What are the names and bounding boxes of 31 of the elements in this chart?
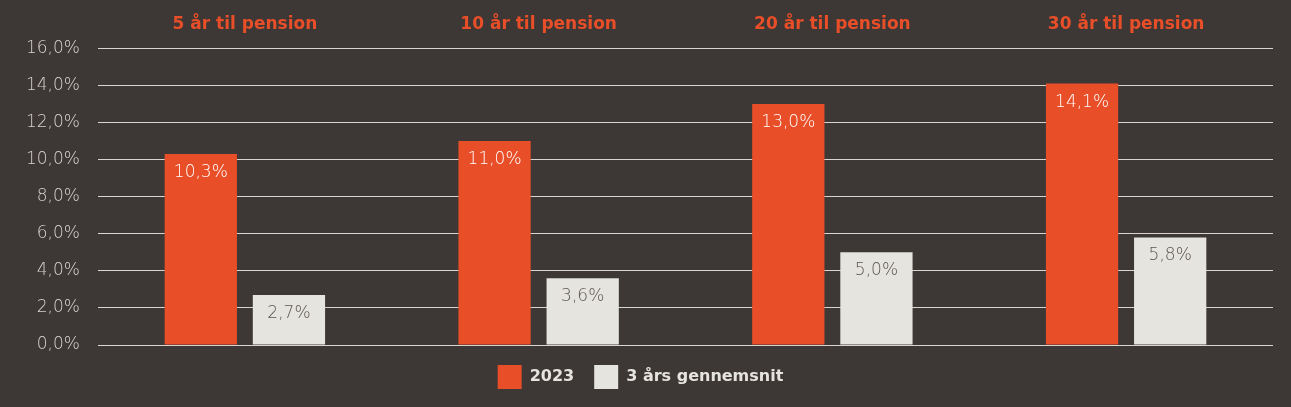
bar xyxy=(1134,237,1207,345)
x-tick-label: 10 år til pension xyxy=(460,11,617,33)
bar xyxy=(1045,83,1119,345)
data-label: 3,6% xyxy=(561,285,605,306)
y-tick-label: 8,0% xyxy=(36,185,80,206)
data-label: 11,0% xyxy=(467,148,522,169)
data-label: 2,7% xyxy=(267,301,311,322)
data-label: 5,8% xyxy=(1148,244,1192,265)
y-tick-label: 4,0% xyxy=(36,259,80,280)
data-label: 14,1% xyxy=(1055,90,1110,111)
data-label: 13,0% xyxy=(761,110,816,131)
y-tick-label: 6,0% xyxy=(36,222,80,243)
legend-label: 2023 xyxy=(529,366,575,386)
x-tick-label: 20 år til pension xyxy=(754,11,911,33)
bar xyxy=(546,278,619,345)
y-tick-label: 14,0% xyxy=(25,73,80,94)
bar xyxy=(252,294,326,345)
y-tick-label: 10,0% xyxy=(25,148,80,169)
data-label: 5,0% xyxy=(854,259,899,280)
legend-label: 3 års gennemsnit xyxy=(626,366,784,386)
bar xyxy=(458,141,531,345)
y-tick-label: 16,0% xyxy=(25,36,80,57)
data-label: 10,3% xyxy=(173,160,228,181)
x-tick-label: 5 år til pension xyxy=(172,11,318,33)
bar xyxy=(164,154,237,345)
y-tick-label: 12,0% xyxy=(25,110,80,131)
bar xyxy=(840,252,913,345)
bar xyxy=(752,104,825,345)
x-tick-label: 30 år til pension xyxy=(1047,11,1205,33)
y-tick-label: 0,0% xyxy=(36,333,80,354)
y-tick-label: 2,0% xyxy=(36,296,80,317)
